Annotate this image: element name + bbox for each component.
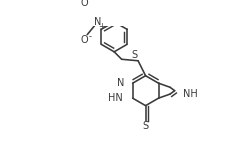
Text: N: N <box>116 78 124 88</box>
Text: -: - <box>89 32 92 41</box>
Text: HN: HN <box>107 93 122 103</box>
Text: O: O <box>81 35 88 45</box>
Text: N: N <box>94 17 101 27</box>
Text: O: O <box>81 0 88 8</box>
Text: S: S <box>131 50 137 60</box>
Text: +: + <box>98 22 105 31</box>
Text: S: S <box>142 121 148 131</box>
Text: NH: NH <box>182 89 197 99</box>
